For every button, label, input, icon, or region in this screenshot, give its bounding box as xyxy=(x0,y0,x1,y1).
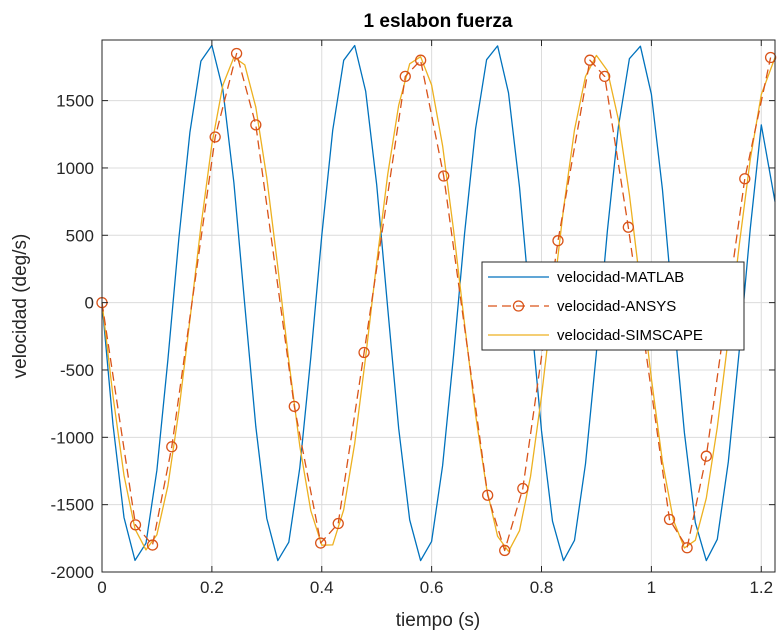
y-tick-label: -1500 xyxy=(51,496,94,515)
legend-label-matlab: velocidad-MATLAB xyxy=(557,269,684,286)
series-line-ansys xyxy=(101,52,772,552)
x-tick-label: 0.8 xyxy=(530,578,554,597)
data-point-ansys xyxy=(739,173,751,185)
legend: velocidad-MATLAB velocidad-ANSYS velocid… xyxy=(481,261,745,351)
legend-marker-ansys xyxy=(512,300,525,312)
data-point-ansys xyxy=(414,54,427,66)
y-axis-label: velocidad (deg/s) xyxy=(10,234,31,379)
data-point-ansys xyxy=(438,170,450,182)
data-point-ansys xyxy=(663,513,676,526)
data-point-ansys xyxy=(250,119,262,131)
series-simscape xyxy=(101,54,776,553)
data-point-ansys xyxy=(599,70,611,83)
x-tick-label: 1.2 xyxy=(749,578,773,597)
data-point-ansys xyxy=(358,346,370,359)
data-point-ansys xyxy=(517,482,529,495)
y-tick-label: -2000 xyxy=(51,563,94,582)
y-tick-label: 0 xyxy=(85,294,94,313)
x-tick-label: 0.2 xyxy=(200,578,224,597)
x-tick-label: 0 xyxy=(97,578,106,597)
data-point-ansys xyxy=(230,47,243,60)
data-point-ansys xyxy=(209,131,221,143)
y-tick-label: -1000 xyxy=(51,428,94,447)
x-tick-label: 0.4 xyxy=(310,578,334,597)
data-point-ansys xyxy=(552,235,564,247)
x-tick-label: 1 xyxy=(647,578,656,597)
series-layer xyxy=(96,44,777,562)
data-point-ansys xyxy=(681,542,693,554)
data-point-ansys xyxy=(584,54,596,66)
data-point-ansys xyxy=(288,400,300,412)
y-tick-label: 500 xyxy=(66,226,94,245)
data-point-ansys xyxy=(399,70,411,83)
data-point-ansys xyxy=(499,544,511,557)
x-axis-ticks: 0 0.2 0.4 0.6 0.8 1 1.2 xyxy=(97,40,773,597)
data-point-ansys xyxy=(315,537,327,549)
plot-frame xyxy=(101,39,776,573)
y-tick-label: 1000 xyxy=(56,159,94,178)
x-axis-label: tiempo (s) xyxy=(396,610,480,631)
legend-label-simscape: velocidad-SIMSCAPE xyxy=(557,327,703,344)
legend-entry-matlab: velocidad-MATLAB xyxy=(488,269,684,286)
data-point-ansys xyxy=(166,441,178,453)
legend-label-ansys: velocidad-ANSYS xyxy=(557,298,676,315)
data-point-ansys xyxy=(332,517,344,530)
data-point-ansys xyxy=(700,450,712,462)
y-axis-ticks: -2000 -1500 -1000 -500 0 500 1000 1500 xyxy=(51,92,775,582)
data-point-ansys xyxy=(146,539,159,551)
data-point-ansys xyxy=(482,489,494,501)
data-point-ansys xyxy=(764,51,777,64)
y-tick-label: -500 xyxy=(60,361,94,380)
x-tick-label: 0.6 xyxy=(420,578,444,597)
series-matlab xyxy=(101,44,776,562)
chart-title: 1 eslabon fuerza xyxy=(364,11,513,32)
legend-entry-simscape: velocidad-SIMSCAPE xyxy=(488,327,703,344)
data-point-ansys xyxy=(622,221,634,233)
y-tick-label: 1500 xyxy=(56,92,94,111)
data-point-ansys xyxy=(129,519,142,531)
series-line-matlab xyxy=(101,44,776,562)
series-line-simscape xyxy=(101,54,776,553)
legend-entry-ansys: velocidad-ANSYS xyxy=(488,298,676,315)
